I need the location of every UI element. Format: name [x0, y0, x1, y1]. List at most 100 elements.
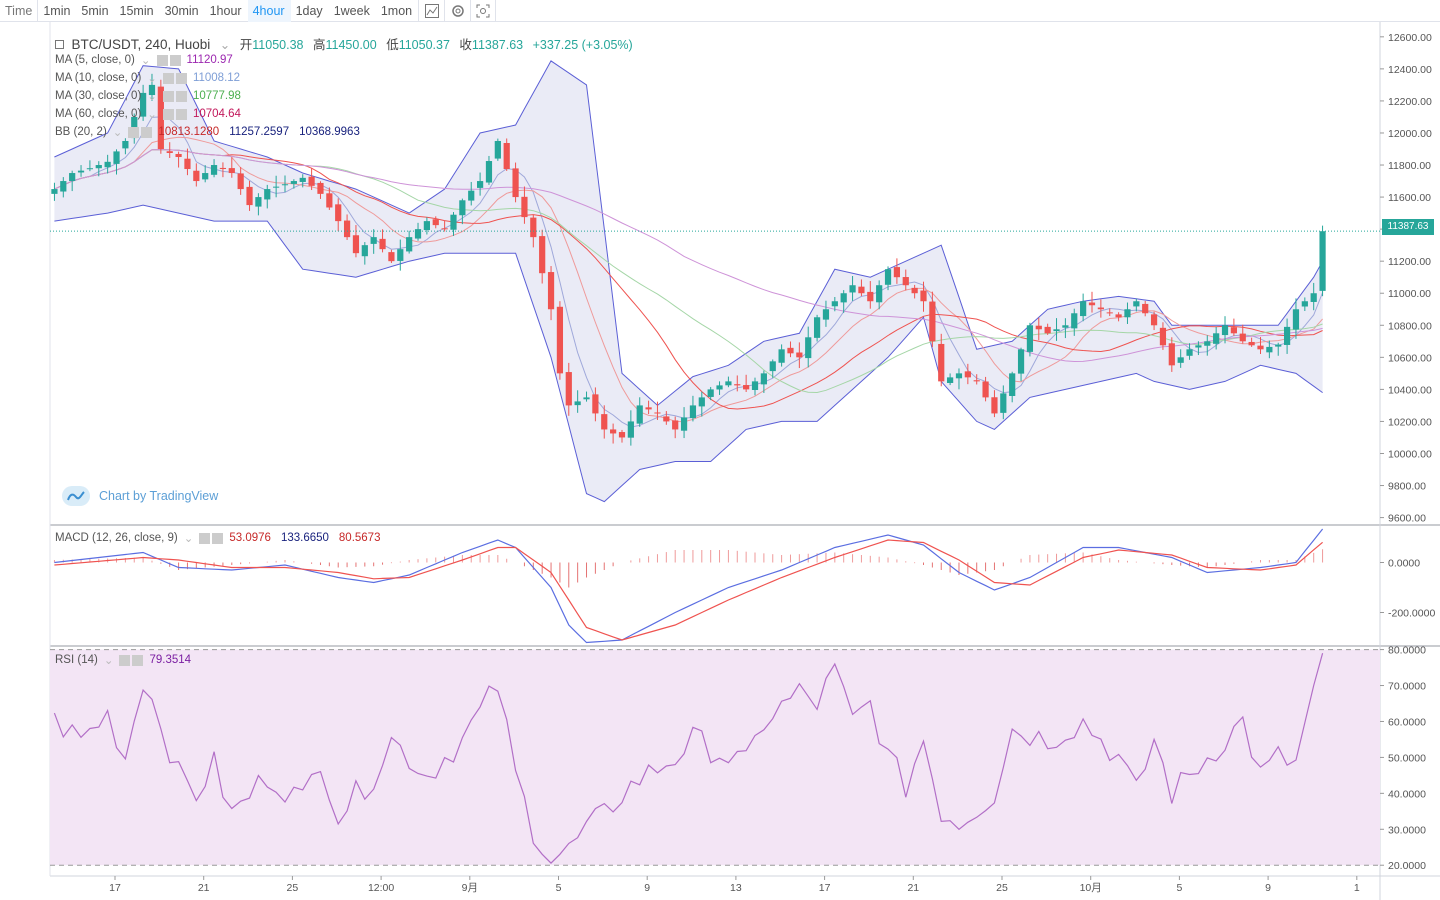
candle-body: [725, 381, 732, 386]
candle-body: [1239, 333, 1246, 342]
price-tick-label: 12600.00: [1388, 32, 1432, 44]
candle-body: [202, 173, 209, 180]
timeframe-5min[interactable]: 5min: [81, 3, 109, 18]
ma5-menu-icon[interactable]: ⌄: [140, 55, 151, 67]
candle-body: [86, 168, 94, 170]
candle-body: [938, 343, 945, 382]
timeframe-1week[interactable]: 1week: [333, 3, 370, 18]
candle-body: [734, 384, 741, 386]
candle-body: [299, 177, 306, 182]
ma60-label: MA (60, close, 0): [55, 108, 142, 120]
candle-body: [610, 429, 617, 434]
ma10-menu-icon[interactable]: ⌄: [147, 73, 157, 85]
timeframe-time[interactable]: Time: [0, 0, 39, 22]
candle-body: [246, 186, 253, 206]
candle-body: [1301, 301, 1308, 307]
candle-body: [1213, 333, 1220, 344]
rsi-menu-icon[interactable]: ⌄: [103, 655, 114, 667]
ma10-settings-icon[interactable]: [162, 72, 174, 84]
high-value: 11450.00: [325, 38, 377, 52]
candle-body: [1248, 341, 1255, 346]
candle-body: [1080, 301, 1087, 317]
rsi-close-icon[interactable]: [132, 654, 144, 666]
candle-body: [663, 416, 670, 422]
price-tick-label: 12400.00: [1388, 64, 1432, 76]
candle-body: [1000, 393, 1007, 413]
price-tick-label: 12200.00: [1388, 96, 1432, 108]
rsi-tick-label: 70.0000: [1388, 681, 1426, 693]
ma30-settings-icon[interactable]: [162, 90, 174, 102]
close-label: 收: [459, 38, 472, 52]
candle-body: [787, 347, 794, 354]
candle-body: [760, 373, 767, 385]
macd-signal-line: [54, 539, 1323, 641]
timeframe-toolbar: Time 1min 5min 15min 30min 1hour 4hour 1day 1wee…: [0, 0, 1440, 22]
candle-body: [388, 252, 395, 262]
candle-body: [893, 267, 901, 278]
low-value: 11050.37: [398, 38, 450, 52]
price-tick-label: 10800.00: [1388, 320, 1432, 332]
bb-close-icon[interactable]: [141, 126, 153, 138]
ma30-legend: MA (30, close, 0) ⌄ 10777.98: [55, 89, 241, 103]
bb-legend: BB (20, 2) ⌄ 10813.1280 11257.2597 10368…: [55, 125, 360, 139]
chart-canvas[interactable]: 12600.00 12400.00 12200.00 12000.00 11800.00…: [0, 22, 1440, 900]
candle-body: [468, 190, 475, 201]
rsi-settings-icon[interactable]: [119, 654, 131, 666]
timeframe-4hour[interactable]: 4hour: [247, 0, 291, 22]
candle-body: [1150, 314, 1158, 326]
macd-close-icon[interactable]: [212, 532, 224, 544]
bb-basis-value: 10813.1280: [158, 126, 220, 138]
ma5-close-icon[interactable]: [169, 54, 181, 66]
settings-icon[interactable]: [444, 0, 470, 22]
candle-body: [769, 361, 776, 372]
candle-body: [273, 186, 280, 188]
ma60-close-icon[interactable]: [175, 108, 187, 120]
timeframe-1mon[interactable]: 1mon: [380, 3, 413, 18]
price-tick-label: 10600.00: [1388, 352, 1432, 364]
ma10-label: MA (10, close, 0): [55, 72, 142, 84]
screenshot-icon[interactable]: [470, 0, 497, 22]
bb-menu-icon[interactable]: ⌄: [112, 127, 123, 139]
candle-body: [352, 235, 360, 254]
high-label: 高: [312, 38, 326, 52]
symbol-header: BTC/USDT, 240, Huobi ⌄ 开11050.38 高11450.…: [55, 34, 639, 53]
ma30-menu-icon[interactable]: ⌄: [147, 91, 157, 103]
timeframe-15min[interactable]: 15min: [119, 3, 154, 18]
bb-settings-icon[interactable]: [128, 126, 140, 138]
ma60-menu-icon[interactable]: ⌄: [147, 109, 157, 121]
timeframe-1hour[interactable]: 1hour: [209, 3, 242, 18]
candle-body: [672, 420, 679, 430]
macd-hist-value: 53.0976: [229, 532, 271, 544]
candle-body: [1159, 327, 1167, 346]
time-tick-label: 5: [1176, 882, 1182, 894]
indicators-icon[interactable]: [418, 0, 444, 22]
ma60-line: [54, 149, 1323, 363]
candle-body: [264, 189, 271, 200]
symbol-menu-icon[interactable]: ⌄: [219, 38, 231, 52]
ma10-close-icon[interactable]: [175, 72, 187, 84]
candle-body: [929, 301, 936, 342]
macd-menu-icon[interactable]: ⌄: [183, 533, 194, 545]
candle-body: [343, 220, 351, 238]
candle-body: [743, 385, 750, 390]
candle-body: [680, 417, 688, 431]
candle-body: [796, 352, 803, 358]
candle-body: [193, 170, 200, 182]
ma5-settings-icon[interactable]: [156, 54, 168, 66]
timeframe-list: Time 1min 5min 15min 30min 1hour 4hour 1day 1wee…: [0, 0, 418, 22]
macd-settings-icon[interactable]: [199, 532, 211, 544]
timeframe-1day[interactable]: 1day: [295, 3, 323, 18]
candle-body: [459, 200, 466, 216]
ma30-close-icon[interactable]: [175, 90, 187, 102]
candle-body: [397, 249, 404, 261]
candle-body: [485, 161, 493, 183]
ma10-value: 11008.12: [192, 72, 241, 84]
candle-body: [947, 377, 954, 383]
timeframe-30min[interactable]: 30min: [164, 3, 199, 18]
ma60-settings-icon[interactable]: [162, 108, 174, 120]
ma60-legend: MA (60, close, 0) ⌄ 10704.64: [55, 107, 241, 121]
tradingview-watermark[interactable]: Chart by TradingView: [62, 486, 218, 506]
timeframe-1min[interactable]: 1min: [43, 3, 71, 18]
collapse-icon[interactable]: [55, 40, 64, 49]
